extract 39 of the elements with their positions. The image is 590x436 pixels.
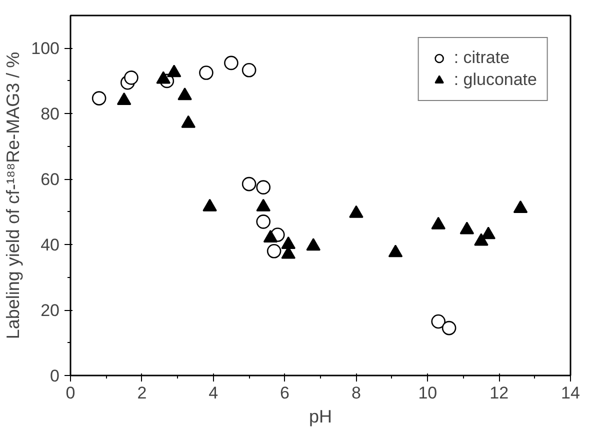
point xyxy=(281,236,296,249)
y-tick-label: 60 xyxy=(40,170,60,190)
y-tick-label: 0 xyxy=(50,366,60,386)
x-tick-label: 2 xyxy=(137,384,147,402)
x-tick-label: 6 xyxy=(280,384,290,402)
y-axis-title: Labeling yield of cf-¹⁸⁸Re-MAG3 / % xyxy=(3,52,24,340)
point xyxy=(199,66,214,80)
point xyxy=(92,91,106,106)
legend-label: : gluconate xyxy=(454,70,537,90)
point xyxy=(256,198,271,212)
x-tick-label: 12 xyxy=(490,384,509,402)
y-tick-label: 80 xyxy=(40,104,60,124)
point xyxy=(431,216,446,230)
x-tick-label: 10 xyxy=(418,384,438,402)
point xyxy=(388,244,403,258)
point xyxy=(202,198,217,212)
y-tick-label: 100 xyxy=(31,39,60,58)
point xyxy=(460,222,474,234)
point xyxy=(306,238,321,251)
y-tick-label: 20 xyxy=(40,301,60,320)
point xyxy=(242,63,256,78)
point xyxy=(178,88,192,100)
x-tick-label: 14 xyxy=(561,384,580,402)
x-axis-title: pH xyxy=(308,406,332,426)
y-tick-label: 40 xyxy=(40,236,60,255)
point xyxy=(513,200,528,213)
point xyxy=(124,70,138,85)
point xyxy=(263,230,278,242)
point xyxy=(481,226,496,240)
point xyxy=(242,176,256,192)
point xyxy=(256,180,271,194)
point xyxy=(349,205,364,218)
x-tick-label: 8 xyxy=(351,384,361,402)
legend-label: : citrate xyxy=(454,48,510,68)
point xyxy=(181,115,196,128)
point xyxy=(224,56,238,70)
x-tick-label: 0 xyxy=(66,384,76,402)
x-tick-label: 4 xyxy=(208,384,218,402)
point xyxy=(474,233,488,246)
